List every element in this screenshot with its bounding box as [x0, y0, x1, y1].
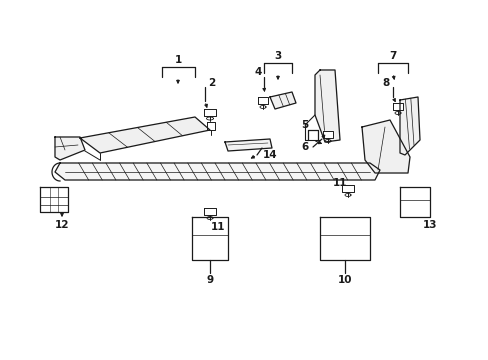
Polygon shape — [399, 97, 419, 155]
Polygon shape — [203, 109, 216, 116]
Text: 6: 6 — [301, 142, 308, 152]
Polygon shape — [55, 163, 379, 180]
Text: 5: 5 — [301, 120, 308, 130]
Text: 11: 11 — [332, 178, 346, 188]
Text: 12: 12 — [55, 220, 69, 230]
Polygon shape — [399, 187, 429, 217]
Text: 10: 10 — [337, 275, 351, 285]
Polygon shape — [323, 131, 332, 138]
Polygon shape — [224, 139, 271, 151]
Text: 7: 7 — [388, 51, 396, 61]
Polygon shape — [80, 117, 209, 153]
Polygon shape — [341, 185, 353, 192]
Text: 9: 9 — [206, 275, 213, 285]
Polygon shape — [258, 97, 267, 104]
Text: 8: 8 — [382, 78, 389, 88]
Text: 11: 11 — [210, 222, 225, 232]
Polygon shape — [319, 217, 369, 260]
Polygon shape — [206, 122, 215, 130]
Polygon shape — [314, 70, 339, 142]
Polygon shape — [361, 120, 409, 173]
Polygon shape — [55, 137, 85, 160]
Polygon shape — [203, 208, 216, 215]
Text: 3: 3 — [274, 51, 281, 61]
Polygon shape — [269, 92, 295, 109]
Text: 4: 4 — [254, 67, 261, 77]
Text: 14: 14 — [262, 150, 277, 160]
Text: 1: 1 — [174, 55, 181, 65]
Polygon shape — [392, 103, 402, 110]
Text: 13: 13 — [422, 220, 436, 230]
Polygon shape — [40, 187, 68, 212]
Text: 2: 2 — [208, 78, 215, 88]
Polygon shape — [192, 217, 227, 260]
